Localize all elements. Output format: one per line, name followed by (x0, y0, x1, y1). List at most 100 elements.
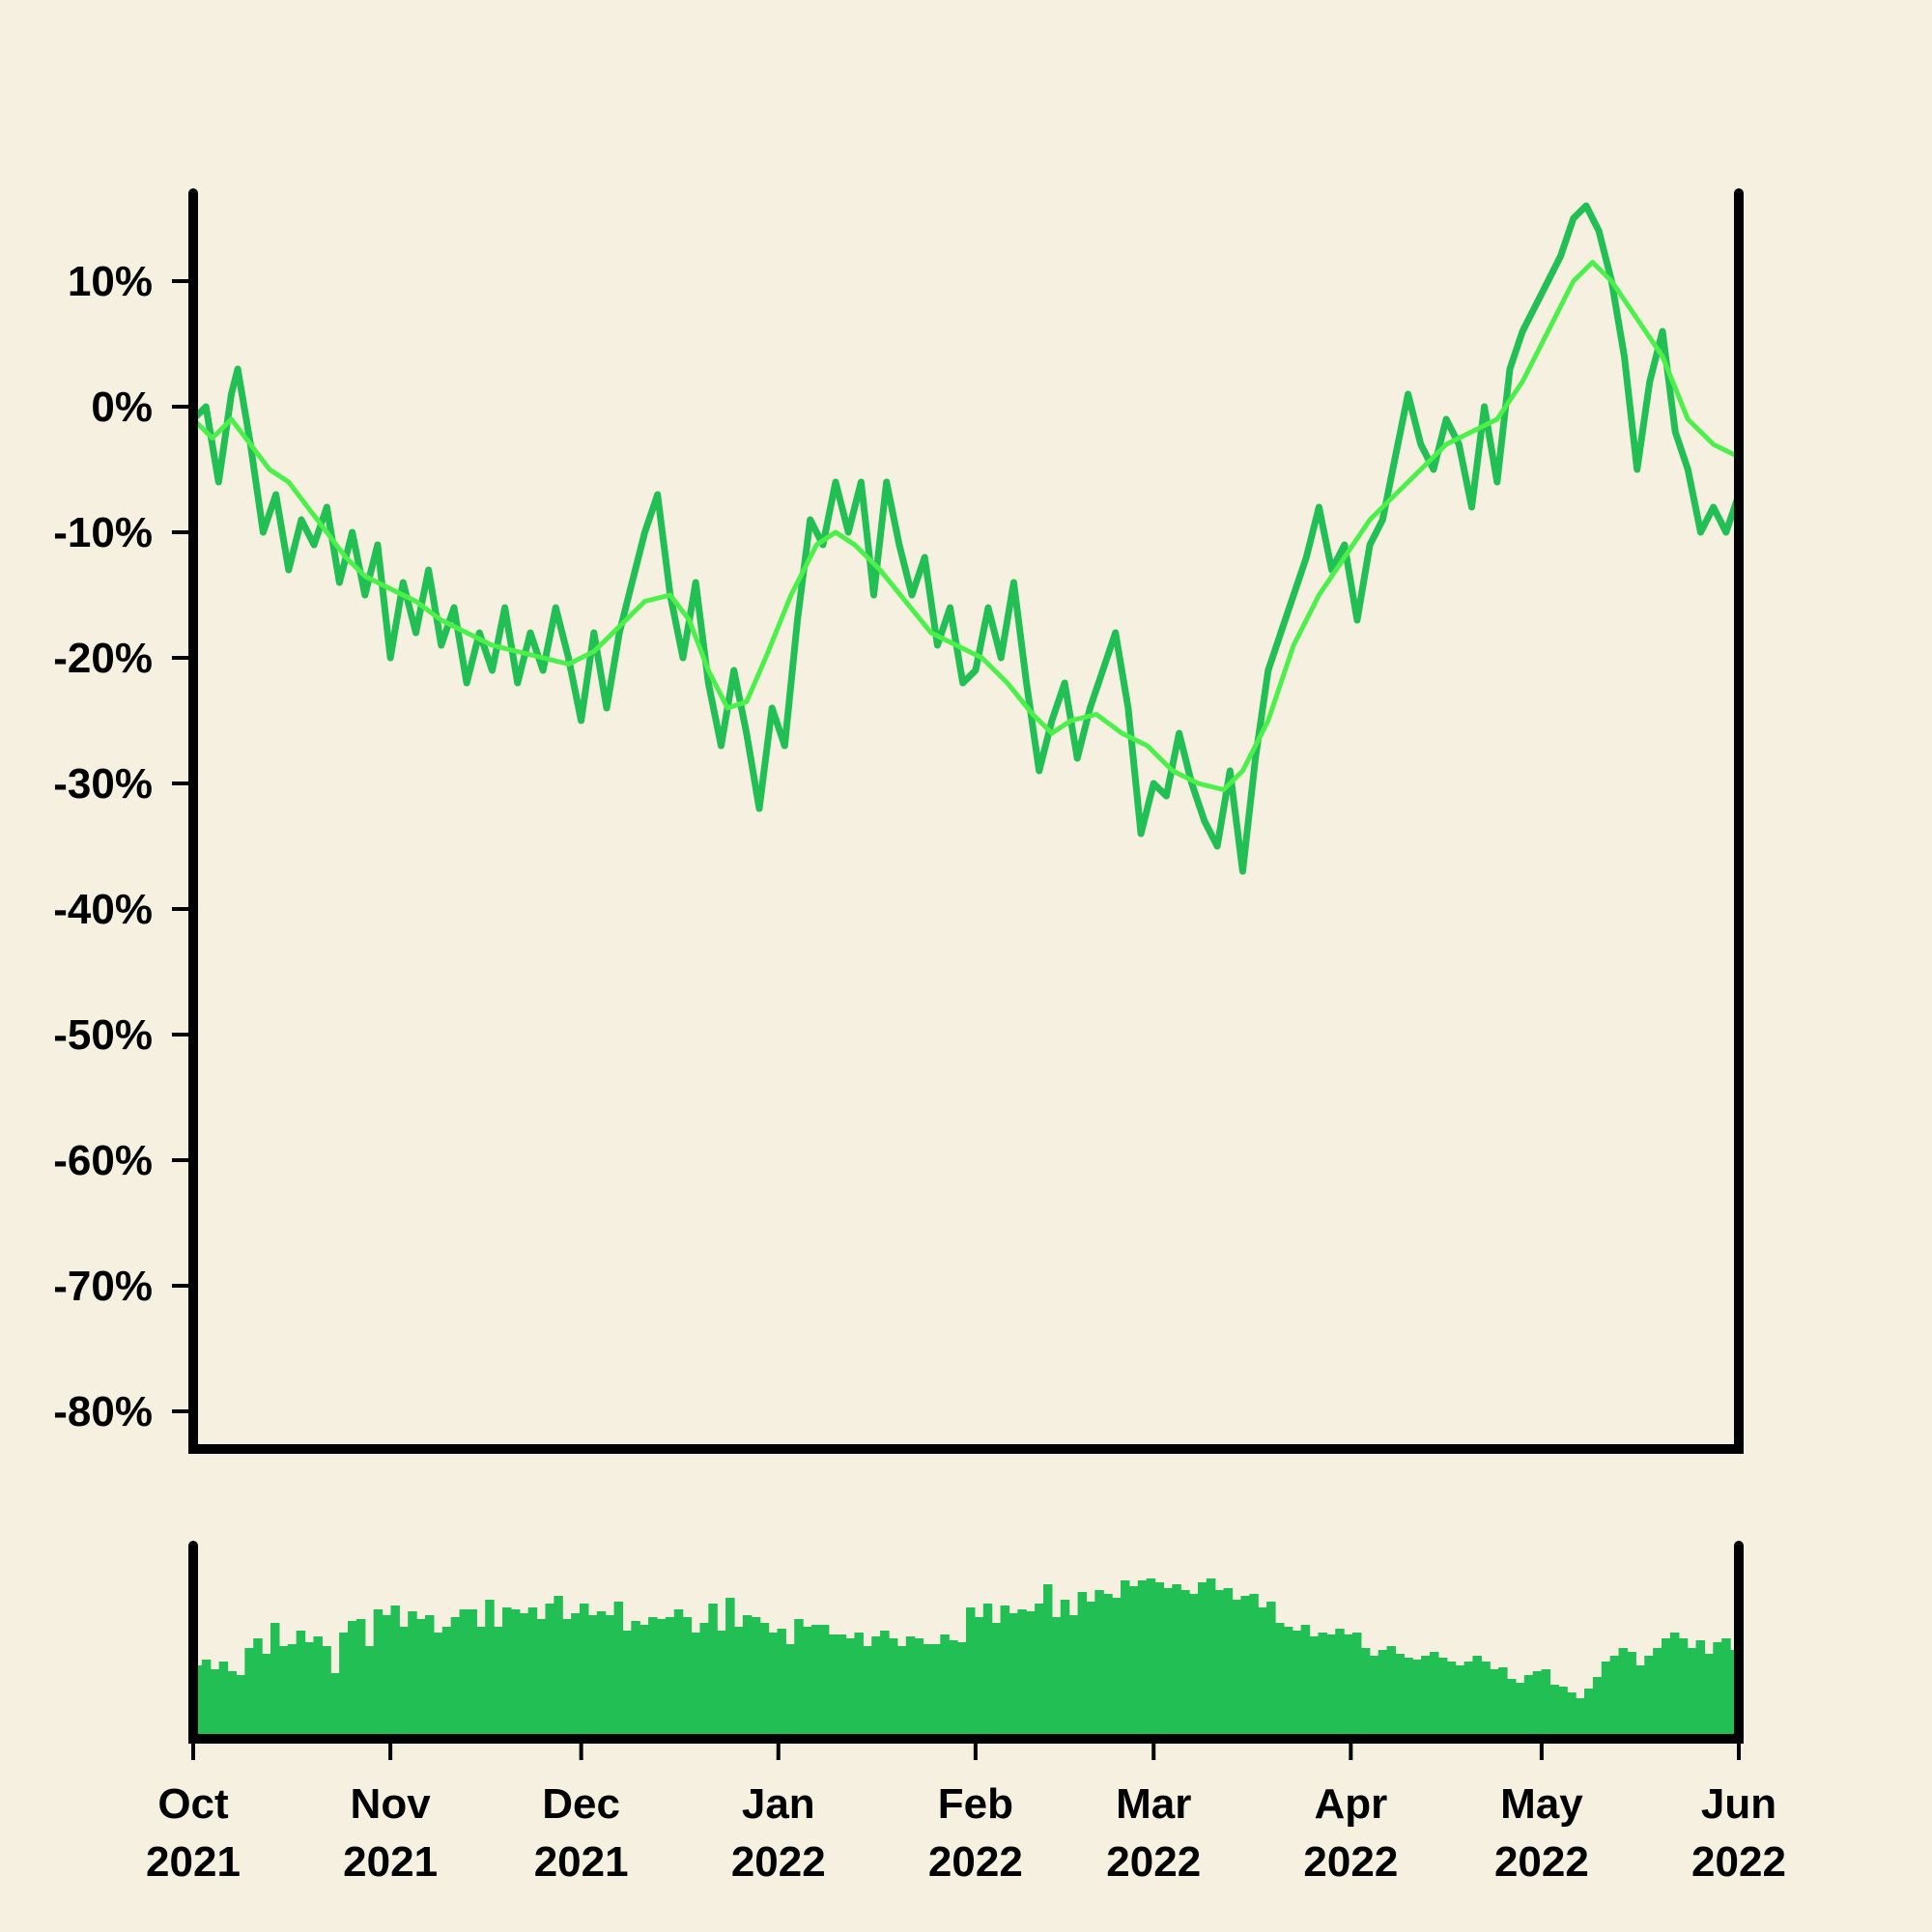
y-tick-label: -20% (53, 635, 153, 682)
volume-bar (364, 1646, 375, 1739)
volume-bar (1266, 1602, 1276, 1739)
x-tick-month: Apr (1314, 1780, 1387, 1828)
x-tick-month: Feb (938, 1780, 1013, 1828)
volume-bar (1695, 1640, 1706, 1739)
volume-bar (845, 1638, 856, 1739)
volume-bar (1163, 1588, 1173, 1739)
price-panel-frame (188, 188, 1744, 1454)
volume-bar (889, 1638, 898, 1739)
volume-bar (1240, 1596, 1250, 1739)
volume-bar (974, 1617, 984, 1739)
x-tick-month: Nov (351, 1780, 432, 1828)
y-tick-label: -10% (53, 509, 153, 556)
volume-bar (287, 1644, 298, 1739)
volume-bar (1000, 1605, 1010, 1739)
x-tick-month: Jan (742, 1780, 815, 1828)
volume-bar (382, 1615, 392, 1739)
price-panel: -80% -70% -60% -50% -40% -30% -20% -10% 0% 10% (53, 188, 1744, 1454)
volume-bar (871, 1636, 881, 1739)
y-tick-label: -50% (53, 1011, 153, 1059)
volume-bar (1507, 1679, 1517, 1739)
volume-bar (1112, 1598, 1122, 1739)
volume-panel-frame (188, 1541, 1744, 1744)
volume-bar (613, 1602, 624, 1739)
volume-bar (296, 1631, 306, 1739)
volume-bar (880, 1631, 890, 1739)
volume-bar (1662, 1638, 1671, 1739)
volume-bar (433, 1633, 443, 1739)
volume-bar (665, 1617, 675, 1739)
volume-bar (313, 1636, 323, 1739)
volume-bar (278, 1646, 289, 1739)
volume-bar (1558, 1687, 1568, 1739)
volume-bar (605, 1615, 615, 1739)
volume-bar (682, 1617, 693, 1739)
volume-bar (545, 1604, 554, 1739)
volume-bar (330, 1673, 340, 1739)
volume-bar (270, 1623, 280, 1739)
volume-bar (1121, 1580, 1130, 1739)
volume-bar (777, 1629, 786, 1739)
volume-bar (759, 1623, 770, 1739)
volume-bar (527, 1607, 538, 1739)
y-tick-label: -30% (53, 760, 153, 808)
x-tick-year: 2021 (534, 1838, 629, 1886)
x-tick-month: Jun (1701, 1780, 1776, 1828)
volume-bar (1360, 1648, 1371, 1739)
x-tick-month: May (1500, 1780, 1583, 1828)
volume-bar (236, 1675, 245, 1739)
volume-bar (450, 1617, 461, 1739)
volume-bar (201, 1660, 212, 1739)
volume-bar (1180, 1590, 1190, 1739)
x-tick-year: 2022 (1106, 1838, 1201, 1886)
volume-bar (1678, 1638, 1689, 1739)
volume-bar (355, 1619, 366, 1739)
volume-bar (1309, 1636, 1320, 1739)
volume-bar (1584, 1689, 1594, 1739)
volume-bar (1344, 1634, 1353, 1739)
volume-bar (580, 1604, 589, 1739)
volume-bar (794, 1619, 804, 1739)
volume-bar (1421, 1656, 1431, 1739)
volume-bar (1035, 1604, 1044, 1739)
volume-bar (673, 1609, 684, 1739)
volume-bar (596, 1611, 607, 1739)
x-tick-year: 2022 (731, 1838, 826, 1886)
x-tick-year: 2022 (1303, 1838, 1398, 1886)
volume-bar (854, 1633, 864, 1739)
x-tick-year: 2022 (1494, 1838, 1589, 1886)
volume-bar (717, 1631, 726, 1739)
volume-bar (1103, 1594, 1113, 1739)
volume-bar (1232, 1600, 1242, 1739)
volume-bar (1189, 1594, 1199, 1739)
volume-bar (837, 1634, 847, 1739)
volume-bar (494, 1627, 503, 1739)
volume-bar (785, 1644, 795, 1739)
volume-bar (1060, 1600, 1070, 1739)
volume-bar (1601, 1662, 1611, 1739)
volume-bar (322, 1646, 331, 1739)
x-tick-year: 2021 (146, 1838, 241, 1886)
x-axis: Oct 2021 Nov 2021 Dec 2021 Jan 2022 Feb 2022 Mar 20… (146, 1739, 1786, 1886)
volume-bar (519, 1613, 529, 1739)
volume-bar (1128, 1586, 1139, 1739)
volume-bar (803, 1627, 812, 1739)
x-tick-month: Dec (542, 1780, 620, 1828)
volume-bar (510, 1609, 521, 1739)
volume-bar (1523, 1675, 1534, 1739)
volume-bar (1446, 1662, 1457, 1739)
volume-bar (691, 1633, 701, 1739)
volume-bar (1051, 1617, 1062, 1739)
volume-bar (1154, 1582, 1165, 1739)
volume-bar (1009, 1613, 1018, 1739)
volume-bar (896, 1646, 907, 1739)
volume-bar (768, 1633, 779, 1739)
volume-bar (1567, 1692, 1577, 1739)
volume-bar (536, 1619, 547, 1739)
volume-bar (399, 1627, 409, 1739)
volume-bar (811, 1625, 821, 1739)
y-tick-label: -60% (53, 1137, 153, 1184)
volume-bar (1352, 1633, 1362, 1739)
volume-bar (1404, 1658, 1413, 1739)
volume-bar (571, 1613, 581, 1739)
